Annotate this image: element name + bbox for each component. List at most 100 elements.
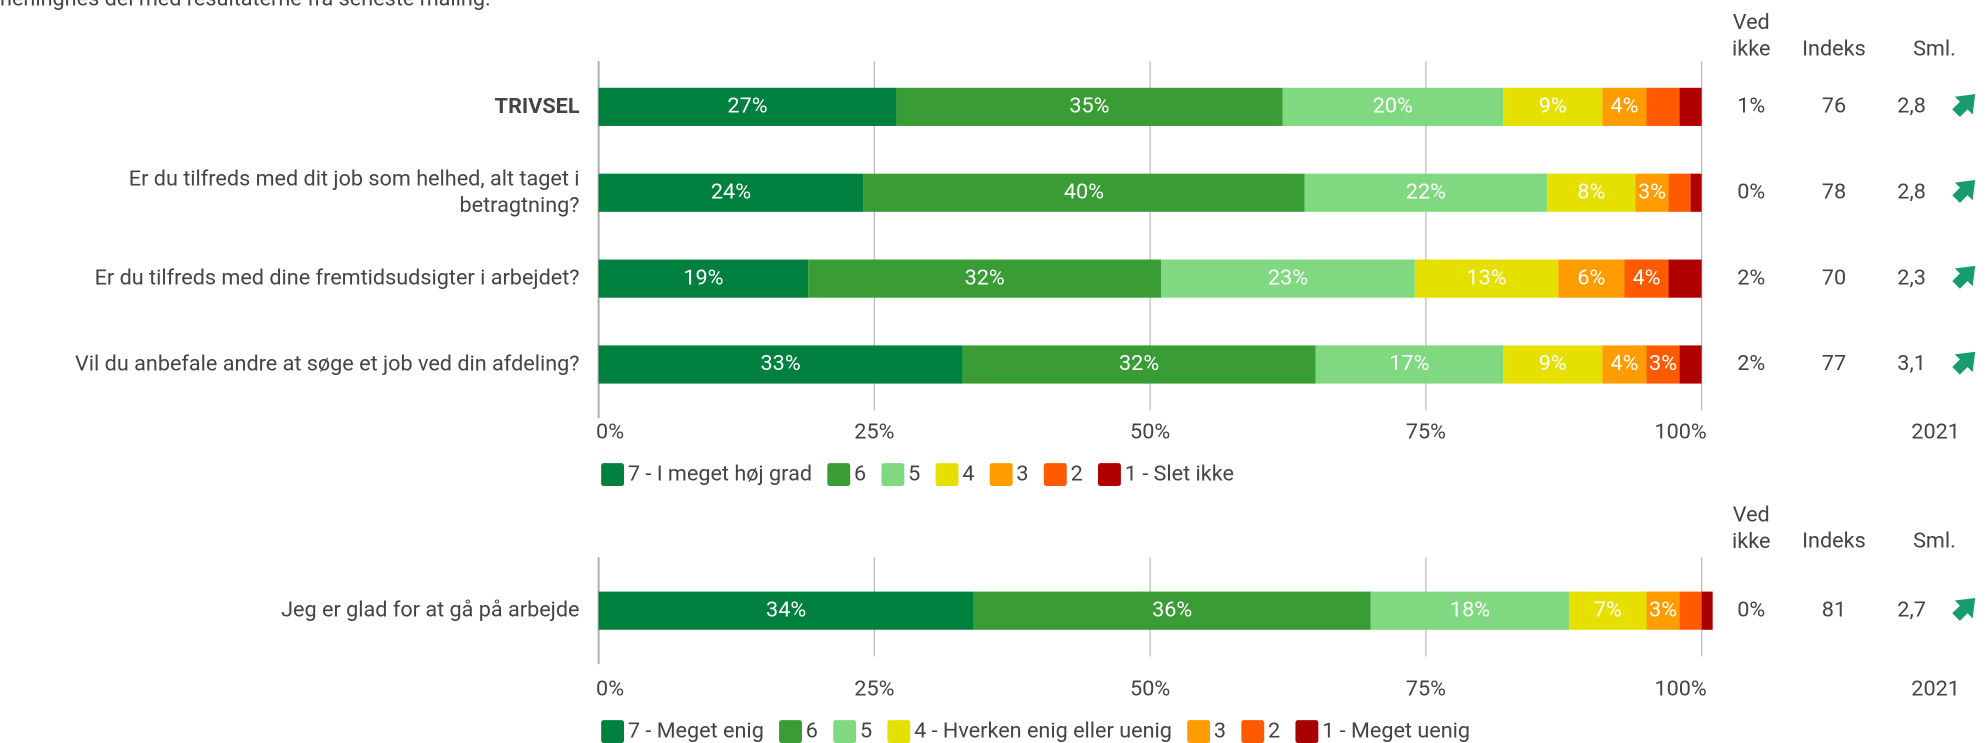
bar-segment [1668, 173, 1691, 212]
bar-segment [1503, 87, 1603, 126]
bar-segment [1370, 591, 1570, 630]
bar-segment [1602, 87, 1647, 126]
value-label: 4% [1633, 265, 1661, 290]
bar-segment [1679, 87, 1702, 126]
value-label: 27% [727, 94, 767, 119]
bar-segment [1624, 259, 1669, 298]
bar-segment [1690, 173, 1702, 212]
category-label: Vil du anbefale andre at søge et job ved… [75, 351, 579, 376]
value-label: 3% [1649, 597, 1677, 622]
value-label: 4% [1610, 94, 1638, 119]
value-label: 40% [1064, 179, 1104, 204]
bar-segment [1558, 259, 1625, 298]
value-label: 18% [1450, 597, 1490, 622]
value-label: 3% [1649, 351, 1677, 376]
column-value: 70 [1822, 265, 1846, 290]
x-tick-label: 0% [596, 419, 624, 444]
column-value: 77 [1822, 351, 1846, 376]
trend-arrow [1952, 94, 1976, 118]
intro-text: meningnes del med resultaterne fra senes… [0, 0, 491, 12]
column-value: 2% [1737, 351, 1765, 376]
bar-segment [962, 345, 1316, 384]
column-value: 2,8 [1897, 94, 1926, 119]
bar-segment [1547, 173, 1636, 212]
x-tick-label: 0% [596, 676, 624, 701]
bar-segment [1315, 345, 1504, 384]
legend-label: 3 [1016, 461, 1028, 486]
column-header: Ved ikke [1732, 10, 1770, 62]
column-value: 3,1 [1897, 351, 1926, 376]
value-label: 8% [1577, 179, 1605, 204]
column-value: 2,8 [1897, 179, 1926, 204]
column-header: Sml. [1913, 36, 1956, 61]
legend-label: 4 [962, 461, 974, 486]
category-label: TRIVSEL [495, 94, 580, 119]
legend-label: 7 - Meget enig [628, 718, 764, 743]
value-label: 17% [1389, 351, 1429, 376]
value-label: 9% [1539, 351, 1567, 376]
x-tick-label: 100% [1654, 419, 1706, 444]
legend-label: 1 - Slet ikke [1125, 461, 1234, 486]
column-footer: 2021 [1911, 676, 1960, 701]
column-value: 1% [1737, 94, 1765, 119]
legend-swatch [989, 463, 1013, 487]
legend-label: 7 - I meget høj grad [628, 461, 812, 486]
bar-segment [896, 87, 1283, 126]
value-label: 36% [1152, 597, 1192, 622]
bar-segment [1635, 173, 1669, 212]
bar-segment [1646, 87, 1680, 126]
legend-swatch [601, 463, 625, 487]
legend-label: 5 [908, 461, 920, 486]
column-header: Indeks [1802, 529, 1866, 554]
bar-segment [808, 259, 1162, 298]
value-label: 32% [1119, 351, 1159, 376]
bar-segment [1701, 591, 1713, 630]
value-label: 20% [1373, 94, 1413, 119]
column-header: Sml. [1913, 529, 1956, 554]
bar-segment [1679, 345, 1702, 384]
value-label: 32% [965, 265, 1005, 290]
legend-swatch [1187, 720, 1211, 743]
legend-swatch [827, 463, 851, 487]
legend-swatch [887, 720, 911, 743]
category-label: Er du tilfreds med dit job som helhed, a… [129, 166, 580, 218]
bar-segment [598, 259, 809, 298]
bar-segment [1282, 87, 1504, 126]
column-value: 0% [1737, 179, 1765, 204]
legend-swatch [1043, 463, 1067, 487]
value-label: 24% [711, 179, 751, 204]
legend-swatch [601, 720, 625, 743]
bar-segment [1161, 259, 1415, 298]
value-label: 33% [761, 351, 801, 376]
column-footer: 2021 [1911, 419, 1960, 444]
legend-label: 4 - Hverken enig eller uenig [914, 718, 1172, 743]
legend-swatch [935, 463, 959, 487]
bar-segment [863, 173, 1305, 212]
value-label: 3% [1638, 179, 1666, 204]
trend-arrow [1952, 351, 1976, 375]
value-label: 4% [1610, 351, 1638, 376]
legend-swatch [833, 720, 857, 743]
legend-swatch [1098, 463, 1121, 487]
legend-swatch [1241, 720, 1265, 743]
legend-label: 6 [854, 461, 866, 486]
column-value: 0% [1737, 597, 1765, 622]
bar-segment [598, 87, 897, 126]
column-header: Indeks [1802, 36, 1866, 61]
category-label: Jeg er glad for at gå på arbejde [281, 597, 579, 622]
legend-label: 1 - Meget uenig [1322, 718, 1470, 743]
bar-segment [598, 591, 974, 630]
value-label: 34% [766, 597, 806, 622]
column-header: Ved ikke [1732, 502, 1770, 554]
bar-segment [973, 591, 1371, 630]
column-value: 2,7 [1897, 597, 1926, 622]
x-tick-label: 50% [1130, 676, 1170, 701]
legend-label: 3 [1214, 718, 1226, 743]
value-label: 22% [1406, 179, 1446, 204]
value-label: 13% [1466, 265, 1506, 290]
column-value: 2% [1737, 265, 1765, 290]
bar-segment [1602, 345, 1647, 384]
column-value: 2,3 [1897, 265, 1926, 290]
value-label: 35% [1069, 94, 1109, 119]
